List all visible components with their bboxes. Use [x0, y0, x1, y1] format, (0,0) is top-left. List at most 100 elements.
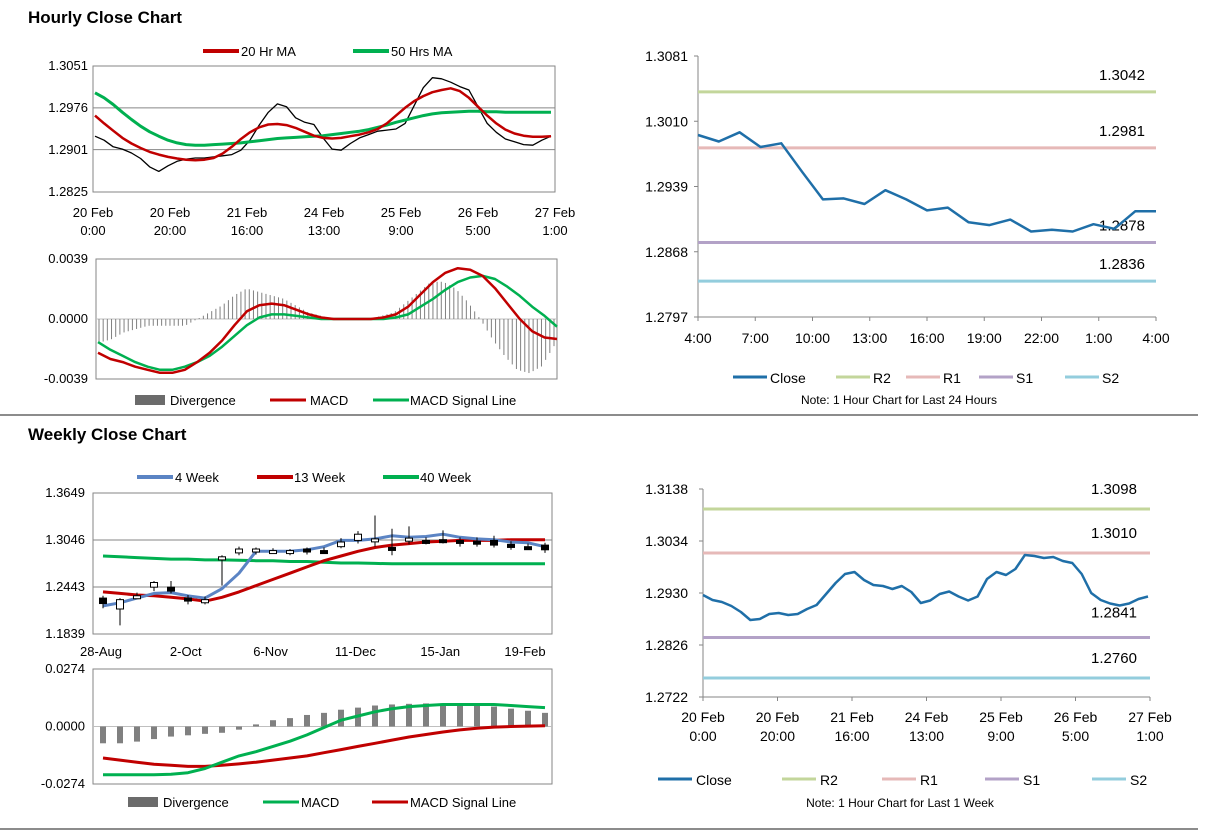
weekly-price-frame [92, 492, 553, 635]
weekly-candle-body [388, 546, 396, 551]
weekly-divergence-bar [100, 726, 106, 744]
hourly-signal-series [97, 274, 558, 372]
weekly-signal-series [102, 724, 546, 768]
weekly-divergence-bar [406, 703, 412, 727]
weekly-levels-x-tick: 20:00 [760, 728, 795, 744]
weekly-levels-x-tick: 1:00 [1136, 728, 1163, 744]
weekly-ma4-series [102, 532, 546, 608]
weekly-macd-y-tick: 0.0274 [45, 661, 85, 676]
hourly-price-x-tick: 20:00 [154, 223, 187, 238]
weekly-levels-x-tick: 9:00 [987, 728, 1014, 744]
hourly-levels-x-tick: 4:00 [684, 330, 711, 346]
weekly-levels-x-tick: 0:00 [689, 728, 716, 744]
weekly-levels-y-tick: 1.3138 [645, 481, 688, 497]
legend-40week-label: 40 Week [420, 470, 472, 485]
weekly-macd-y-tick: 0.0000 [45, 719, 85, 734]
weekly-levels-y-tick: 1.2722 [645, 689, 688, 705]
hourly-price-y-tick: 1.2825 [48, 184, 88, 199]
legend-r2-label: R2 [873, 370, 891, 386]
hourly-price-y-tick: 1.2901 [48, 142, 88, 157]
weekly-level-s1-label: 1.2841 [1091, 605, 1137, 622]
weekly-candle-body [422, 539, 430, 544]
legend-s2-label: S2 [1102, 370, 1119, 386]
weekly-macd-series [103, 703, 546, 777]
hourly-price-x-tick: 21 Feb [227, 205, 267, 220]
weekly-candle-body [201, 599, 209, 604]
hourly-levels-x-tick: 4:00 [1142, 330, 1169, 346]
weekly-level-r1-label: 1.3010 [1091, 525, 1137, 542]
weekly-level-r2-label: 1.3098 [1091, 481, 1137, 498]
weekly-candle-body [337, 541, 345, 548]
legend-macd-label: MACD [310, 393, 348, 408]
weekly-candle-body [320, 550, 328, 555]
weekly-divergence-bar [372, 705, 378, 727]
weekly-divergence-bar [338, 709, 344, 727]
hourly-level-s1-label: 1.2878 [1099, 218, 1145, 235]
weekly-divergence-bar [389, 704, 395, 727]
hourly-levels-y-tick: 1.3081 [645, 48, 688, 64]
legend-w-r2-label: R2 [820, 772, 838, 788]
weekly-divergence-bar [287, 718, 293, 727]
hourly-levels-y-tick: 1.2797 [645, 309, 688, 325]
legend-divergence-swatch [135, 395, 165, 405]
bottom-divider [0, 828, 1198, 830]
legend-w-signal-label: MACD Signal Line [410, 795, 516, 810]
weekly-candle-body [473, 540, 481, 545]
hourly-price-frame [92, 65, 556, 193]
weekly-divergence-bar [202, 726, 208, 734]
legend-s1-label: S1 [1016, 370, 1033, 386]
weekly-candle-body [133, 595, 141, 600]
hourly-levels-y-tick: 1.2939 [645, 179, 688, 195]
weekly-divergence-bar [457, 703, 463, 727]
weekly-candle-body [371, 538, 379, 543]
weekly-levels-x-tick: 21 Feb [830, 709, 874, 725]
legend-13week-label: 13 Week [294, 470, 346, 485]
weekly-levels-x-tick: 25 Feb [979, 709, 1023, 725]
hourly-price-x-tick: 26 Feb [458, 205, 498, 220]
legend-w-divergence-swatch [128, 797, 158, 807]
hourly-levels-x-tick: 13:00 [852, 330, 887, 346]
hourly-level-r1-label: 1.2981 [1099, 123, 1145, 140]
hourly-price-x-tick: 13:00 [308, 223, 341, 238]
weekly-price-y-tick: 1.3649 [45, 485, 85, 500]
weekly-levels-y-tick: 1.3034 [645, 533, 688, 549]
hourly-price-x-tick: 20 Feb [150, 205, 190, 220]
hourly-levels-x-tick: 1:00 [1085, 330, 1112, 346]
weekly-candle-body [490, 539, 498, 546]
weekly-divergence-bar [525, 710, 531, 727]
weekly-price-x-tick: 19-Feb [504, 644, 545, 659]
legend-w-r1-label: R1 [920, 772, 938, 788]
weekly-candle-body [167, 586, 175, 592]
weekly-divergence-bar [508, 708, 514, 727]
hourly-levels-x-tick: 19:00 [967, 330, 1002, 346]
weekly-candle-body [116, 599, 124, 610]
weekly-candle-body [235, 548, 243, 554]
legend-divergence-label: Divergence [170, 393, 236, 408]
weekly-candle-body [541, 544, 549, 551]
weekly-divergence-bar [491, 706, 497, 727]
section-divider [0, 414, 1198, 416]
hourly-close-series [697, 131, 1156, 233]
hourly-levels-x-tick: 10:00 [795, 330, 830, 346]
weekly-divergence-bar [151, 726, 157, 740]
hourly-price-x-tick: 24 Feb [304, 205, 344, 220]
hourly-price-x-tick: 1:00 [542, 223, 567, 238]
weekly-candle-body [286, 550, 294, 555]
weekly-section-title: Weekly Close Chart [28, 425, 187, 444]
weekly-candle-body [99, 597, 107, 605]
weekly-candle-body [507, 543, 515, 548]
weekly-ma13-series [102, 538, 545, 603]
weekly-price-x-tick: 28-Aug [80, 644, 122, 659]
hourly-ma20-series [94, 87, 552, 162]
hourly-macd-y-tick: 0.0000 [48, 311, 88, 326]
legend-4week-label: 4 Week [175, 470, 219, 485]
weekly-divergence-bar [440, 703, 446, 727]
weekly-candle-body [252, 548, 260, 553]
hourly-levels-y-tick: 1.3010 [645, 113, 688, 129]
weekly-ma40-series [102, 554, 545, 566]
weekly-macd-y-tick: -0.0274 [41, 776, 85, 791]
weekly-price-y-tick: 1.3046 [45, 532, 85, 547]
hourly-price-y-tick: 1.2976 [48, 100, 88, 115]
weekly-levels-x-tick: 26 Feb [1054, 709, 1098, 725]
